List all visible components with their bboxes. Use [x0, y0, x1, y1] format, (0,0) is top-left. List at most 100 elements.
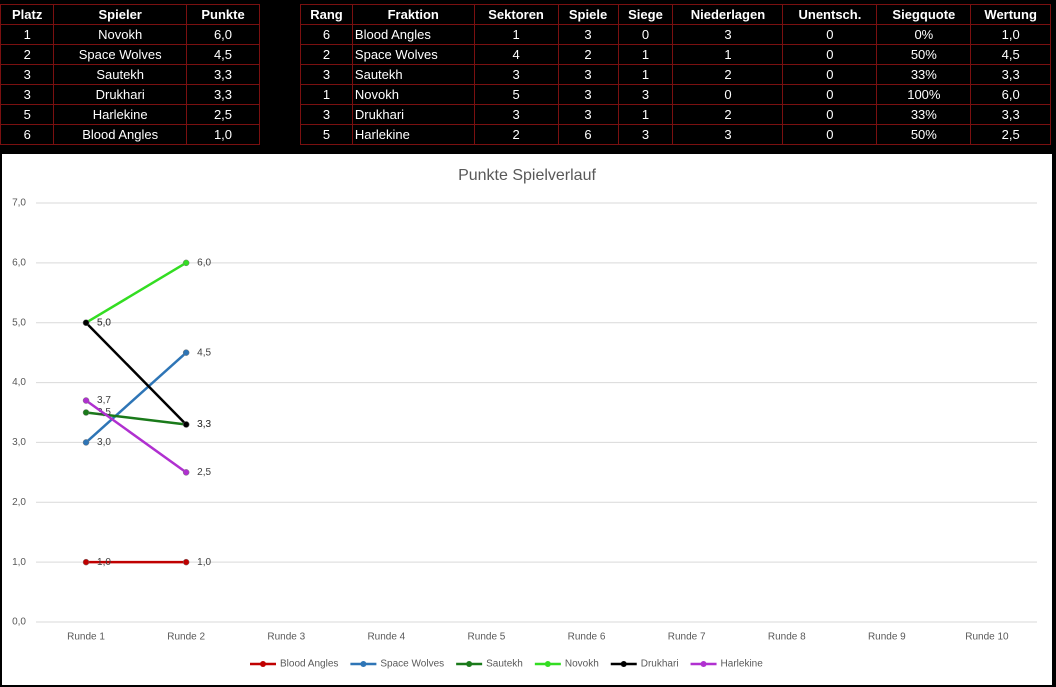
table-cell: 3 — [672, 124, 784, 145]
legend-label: Drukhari — [641, 659, 679, 670]
data-point — [182, 349, 190, 356]
x-tick-label: Runde 3 — [267, 632, 305, 643]
table-cell: 1 — [672, 44, 784, 65]
table-row: 5 Harlekine 2 6 3 3 0 50% 2,5 — [300, 124, 1051, 145]
table-cell: 3 — [672, 24, 784, 45]
series-line — [85, 261, 187, 324]
data-point — [182, 259, 190, 267]
table-cell: Blood Angles — [351, 24, 475, 45]
x-tick-label: Runde 2 — [167, 632, 205, 643]
table-row: 3 Sautekh 3 3 1 2 0 33% 3,3 — [300, 64, 1051, 85]
table-cell: 0 — [782, 24, 878, 45]
standings-table: Platz Spieler Punkte 1 Novokh 6,0 2 Space Wolve… — [0, 4, 260, 145]
table-cell: 3,3 — [186, 84, 260, 105]
table-cell: 2 — [672, 64, 784, 85]
data-label: 5,0 — [97, 317, 111, 328]
header-row: Rang Fraktion Sektoren Spiele Siege Niederlag… — [300, 4, 1051, 25]
data-point — [82, 558, 90, 566]
table-cell: 2 — [473, 124, 559, 145]
table-cell: 1 — [617, 104, 674, 125]
table-cell: 3 — [557, 84, 619, 105]
table-cell: 3 — [473, 64, 559, 85]
table-cell: 1 — [300, 84, 353, 105]
table-row: 6 Blood Angles 1 3 0 3 0 0% 1,0 — [300, 24, 1051, 45]
data-label: 3,7 — [97, 395, 111, 406]
table-cell: 2,5 — [186, 104, 260, 125]
column-header: Siege — [617, 4, 674, 25]
table-cell: 33% — [876, 64, 972, 85]
data-label: 5,0 — [97, 317, 111, 328]
y-tick-label: 3,0 — [12, 437, 26, 448]
table-cell: Drukhari — [351, 104, 475, 125]
series-line — [85, 399, 187, 474]
table-cell: 3 — [617, 84, 674, 105]
x-tick-label: Runde 1 — [67, 632, 105, 643]
table-cell: Drukhari — [53, 84, 187, 105]
legend-label: Sautekh — [486, 659, 523, 670]
x-tick-label: Runde 6 — [568, 632, 606, 643]
column-header: Wertung — [970, 4, 1051, 25]
table-cell: 50% — [876, 124, 972, 145]
data-point — [182, 421, 190, 428]
legend-label: Blood Angles — [280, 659, 338, 670]
table-cell: 6,0 — [186, 24, 260, 45]
table-cell: Harlekine — [53, 104, 187, 125]
table-cell: 3,3 — [970, 64, 1051, 85]
data-label: 1,0 — [197, 557, 211, 568]
table-row: 1 Novokh 5 3 3 0 0 100% 6,0 — [300, 84, 1051, 105]
table-cell: 33% — [876, 104, 972, 125]
table-cell: 3 — [557, 24, 619, 45]
table-cell: 6 — [557, 124, 619, 145]
table-cell: 0 — [782, 64, 878, 85]
table-cell: 4,5 — [970, 44, 1051, 65]
table-cell: 5 — [0, 104, 55, 125]
table-cell: Sautekh — [351, 64, 475, 85]
table-cell: 3 — [617, 124, 674, 145]
data-label: 1,0 — [97, 557, 111, 568]
table-cell: 0 — [617, 24, 674, 45]
data-label: 3,3 — [197, 419, 211, 430]
y-tick-label: 1,0 — [12, 557, 26, 568]
table-row: 2 Space Wolves 4,5 — [0, 44, 260, 65]
data-label: 3,3 — [197, 419, 211, 430]
table-cell: 1 — [473, 24, 559, 45]
y-tick-label: 4,0 — [12, 377, 26, 388]
x-tick-label: Runde 10 — [965, 632, 1009, 643]
table-cell: 3 — [0, 64, 55, 85]
table-cell: 0 — [782, 104, 878, 125]
legend-marker — [620, 661, 627, 667]
legend-marker — [544, 661, 551, 667]
table-cell: Space Wolves — [53, 44, 187, 65]
column-header: Niederlagen — [672, 4, 784, 25]
table-cell: Novokh — [351, 84, 475, 105]
series-line — [85, 411, 187, 426]
table-cell: 1 — [617, 44, 674, 65]
table-cell: 1,0 — [970, 24, 1051, 45]
legend-marker — [466, 661, 473, 667]
table-cell: 5 — [473, 84, 559, 105]
table-cell: 0 — [782, 84, 878, 105]
table-cell: Space Wolves — [351, 44, 475, 65]
data-point — [82, 439, 90, 446]
legend-marker — [260, 661, 266, 667]
table-cell: 1 — [0, 24, 55, 45]
data-point — [82, 319, 90, 326]
y-tick-label: 5,0 — [12, 317, 26, 328]
table-cell: 2,5 — [970, 124, 1051, 145]
column-header: Sektoren — [473, 4, 559, 25]
column-header: Siegquote — [876, 4, 972, 25]
data-point — [182, 558, 190, 566]
legend-marker — [700, 661, 707, 667]
legend-label: Space Wolves — [380, 659, 444, 670]
column-header: Spieler — [53, 4, 187, 25]
chart-title: Punkte Spielverlauf — [458, 167, 596, 184]
table-cell: 5 — [300, 124, 353, 145]
table-cell: 0% — [876, 24, 972, 45]
x-tick-label: Runde 4 — [367, 632, 405, 643]
table-cell: 2 — [557, 44, 619, 65]
data-point — [182, 469, 190, 476]
table-cell: 0 — [672, 84, 784, 105]
table-cell: 2 — [0, 44, 55, 65]
table-cell: 6 — [0, 124, 55, 145]
column-header: Fraktion — [351, 4, 475, 25]
